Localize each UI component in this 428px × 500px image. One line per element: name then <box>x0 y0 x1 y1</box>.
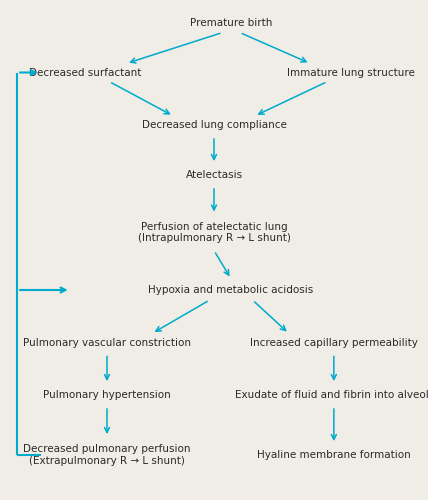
Text: Decreased lung compliance: Decreased lung compliance <box>142 120 286 130</box>
Text: Decreased pulmonary perfusion
(Extrapulmonary R → L shunt): Decreased pulmonary perfusion (Extrapulm… <box>23 444 191 466</box>
Text: Atelectasis: Atelectasis <box>185 170 243 180</box>
Text: Pulmonary vascular constriction: Pulmonary vascular constriction <box>23 338 191 347</box>
Text: Perfusion of atelectatic lung
(Intrapulmonary R → L shunt): Perfusion of atelectatic lung (Intrapulm… <box>137 222 291 244</box>
Text: Hyaline membrane formation: Hyaline membrane formation <box>257 450 411 460</box>
Text: Immature lung structure: Immature lung structure <box>287 68 415 78</box>
Text: Exudate of fluid and fibrin into alveoli: Exudate of fluid and fibrin into alveoli <box>235 390 428 400</box>
Text: Premature birth: Premature birth <box>190 18 272 28</box>
Text: Decreased surfactant: Decreased surfactant <box>30 68 142 78</box>
Text: Increased capillary permeability: Increased capillary permeability <box>250 338 418 347</box>
Text: Hypoxia and metabolic acidosis: Hypoxia and metabolic acidosis <box>149 285 314 295</box>
Text: Pulmonary hypertension: Pulmonary hypertension <box>43 390 171 400</box>
